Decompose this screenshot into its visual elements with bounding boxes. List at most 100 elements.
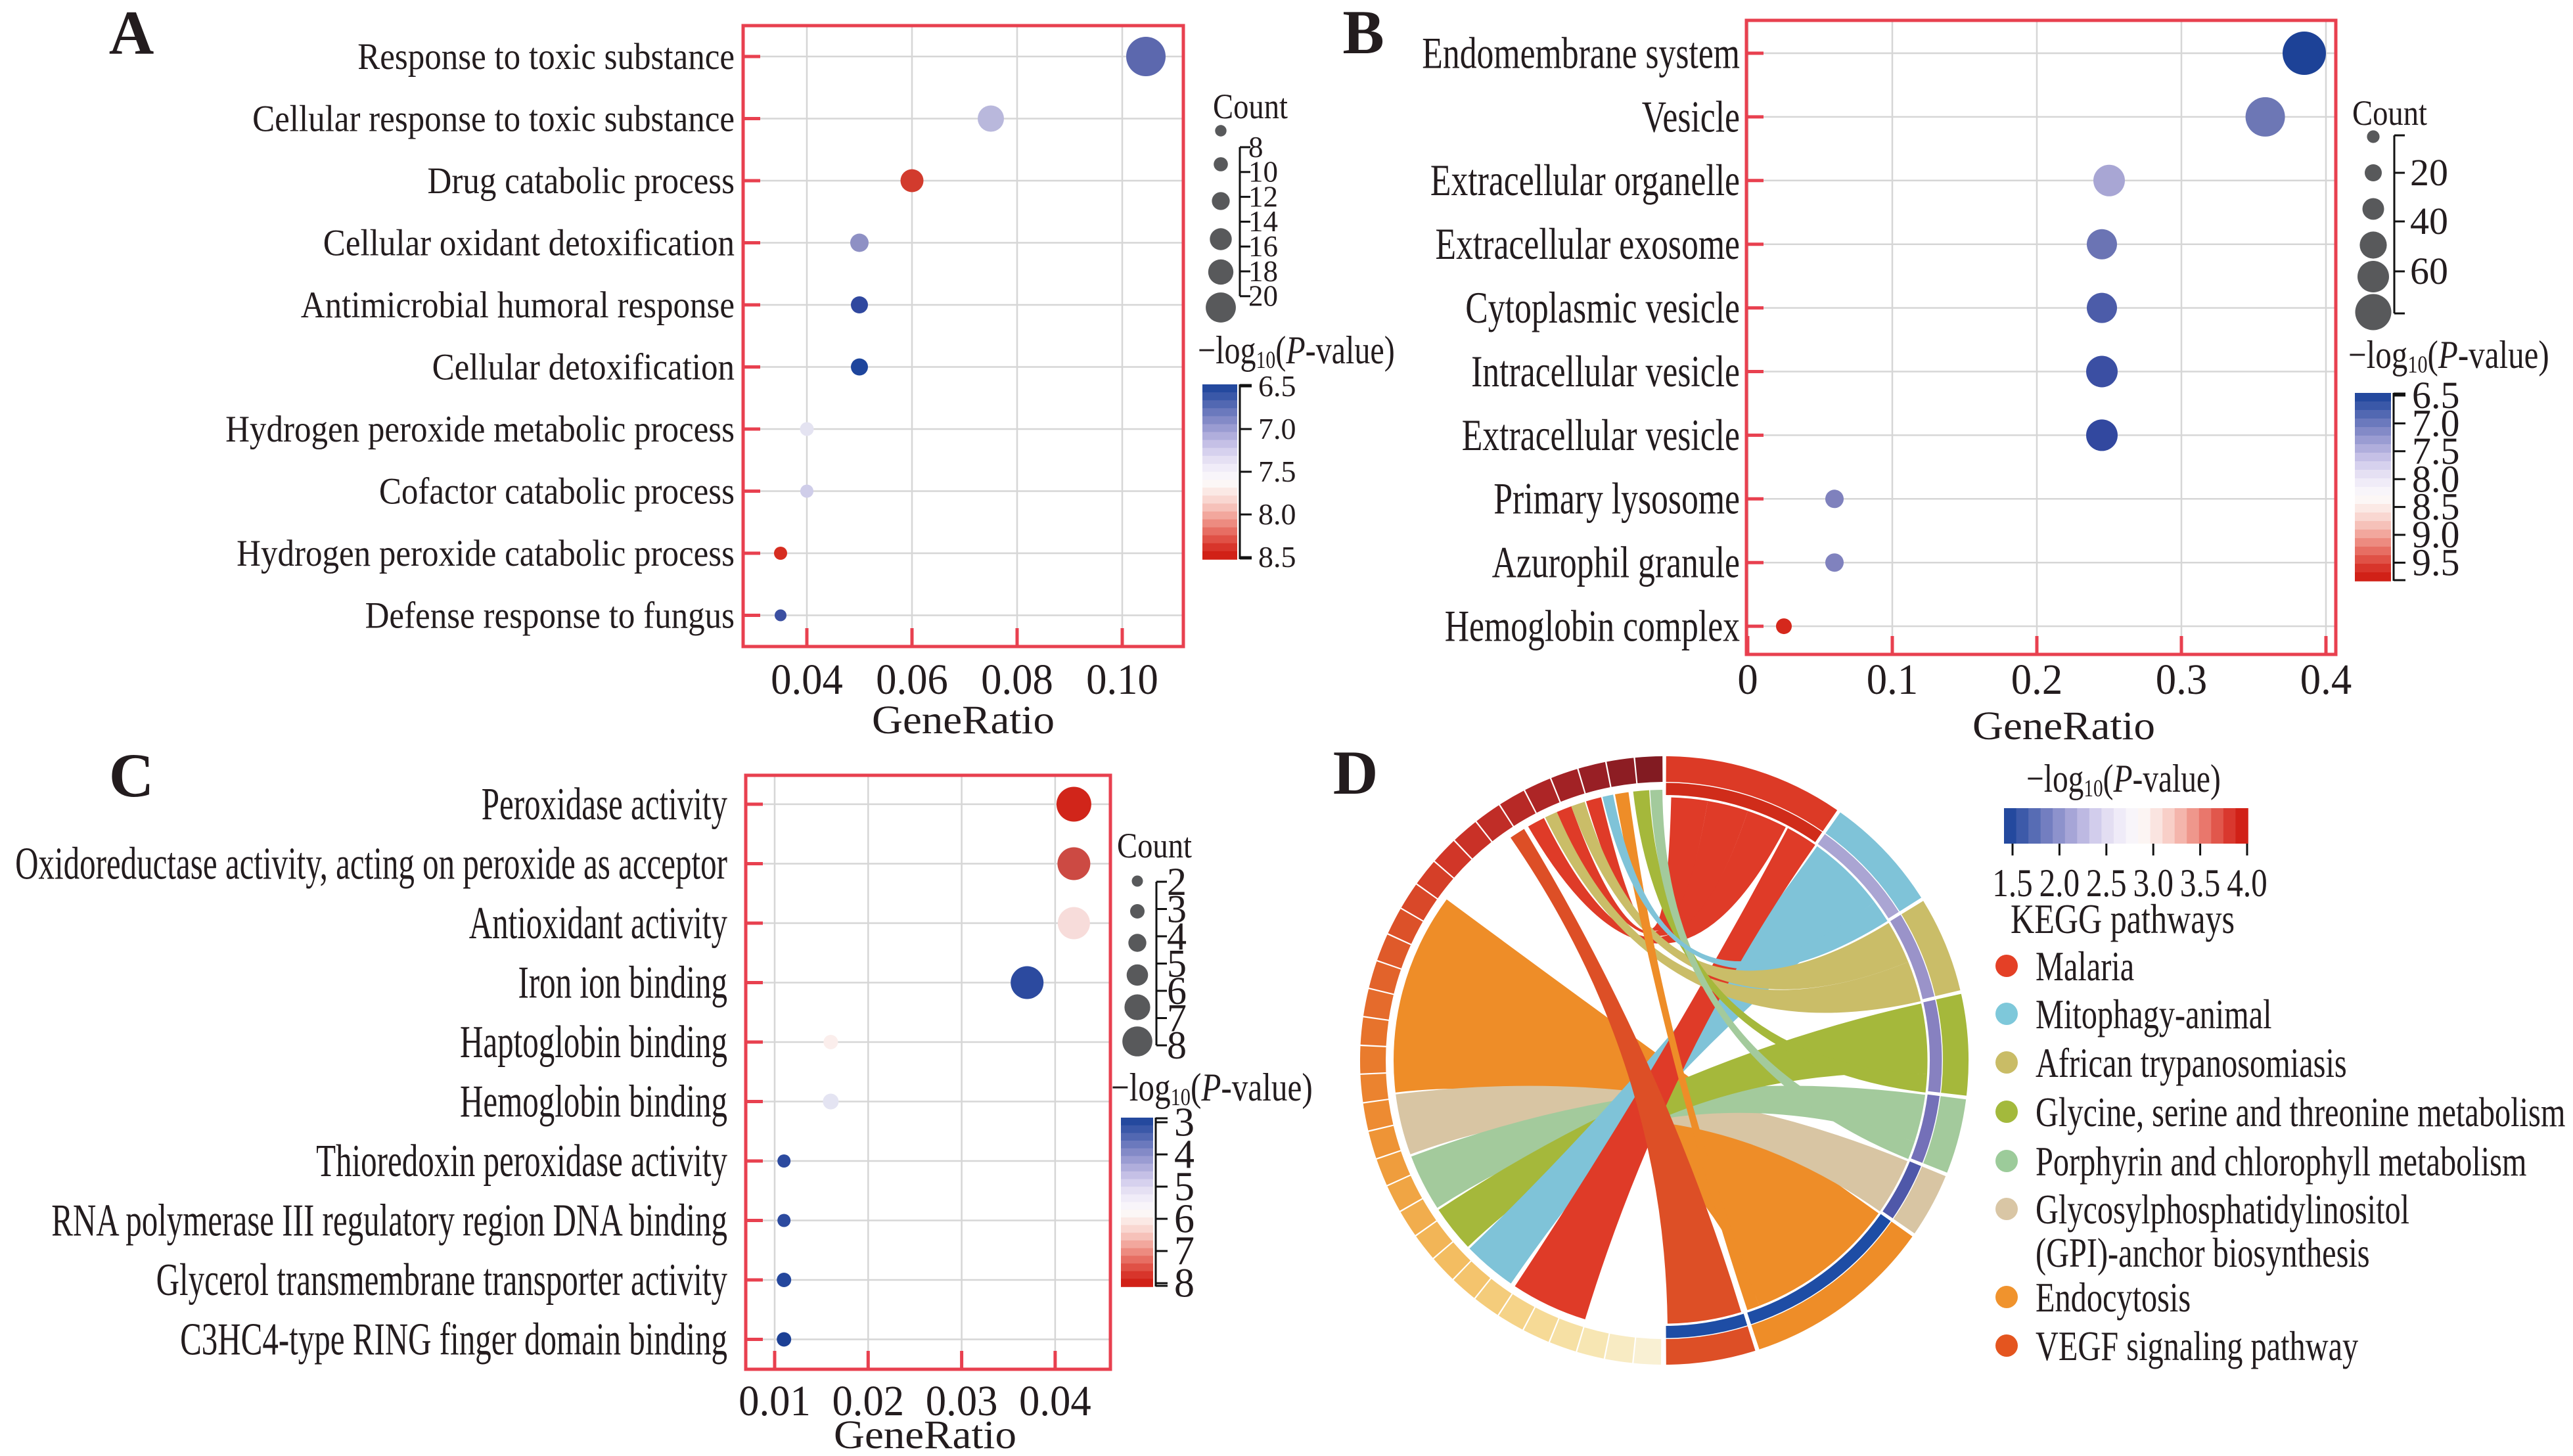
svg-text:0: 0 [1737, 656, 1758, 704]
svg-text:8: 8 [1167, 1024, 1187, 1067]
svg-text:10: 10 [1248, 156, 1278, 189]
svg-text:0.01: 0.01 [739, 1377, 811, 1425]
svg-text:7: 7 [1174, 1229, 1195, 1274]
svg-text:−log10(P-value): −log10(P-value) [2348, 332, 2549, 378]
svg-text:20: 20 [1248, 280, 1278, 313]
svg-text:Cellular detoxification: Cellular detoxification [432, 346, 735, 388]
svg-text:Count: Count [1213, 87, 1288, 126]
svg-text:2.0: 2.0 [2039, 861, 2080, 905]
svg-text:Count: Count [2352, 93, 2427, 133]
svg-text:Response to toxic substance: Response to toxic substance [357, 36, 735, 78]
svg-text:20: 20 [2410, 151, 2448, 194]
svg-text:6: 6 [1174, 1197, 1195, 1242]
svg-text:Extracellular organelle: Extracellular organelle [1430, 155, 1740, 205]
svg-text:Azurophil granule: Azurophil granule [1492, 537, 1740, 587]
svg-text:Extracellular exosome: Extracellular exosome [1436, 219, 1741, 269]
svg-text:Thioredoxin peroxidase activit: Thioredoxin peroxidase activity [316, 1136, 727, 1187]
svg-text:5: 5 [1167, 942, 1187, 985]
svg-text:8.5: 8.5 [2412, 486, 2460, 528]
svg-text:2.5: 2.5 [2086, 861, 2127, 905]
svg-text:6.5: 6.5 [2412, 374, 2460, 417]
svg-text:C3HC4-type RING finger domain: C3HC4-type RING finger domain binding [180, 1315, 727, 1365]
svg-text:Cellular oxidant detoxificatio: Cellular oxidant detoxification [323, 222, 735, 263]
svg-text:18: 18 [1248, 255, 1278, 288]
svg-text:16: 16 [1248, 230, 1278, 263]
svg-text:1.5: 1.5 [1992, 861, 2033, 905]
svg-text:3.0: 3.0 [2133, 861, 2174, 905]
svg-text:0.06: 0.06 [876, 656, 948, 704]
svg-text:Malaria: Malaria [2036, 943, 2134, 990]
svg-text:(GPI)-anchor biosynthesis: (GPI)-anchor biosynthesis [2036, 1229, 2370, 1276]
svg-text:GeneRatio: GeneRatio [872, 698, 1055, 742]
svg-text:RNA polymerase III regulatory: RNA polymerase III regulatory region DNA… [51, 1196, 727, 1246]
svg-text:Glycosylphosphatidylinositol: Glycosylphosphatidylinositol [2036, 1186, 2409, 1233]
svg-text:8: 8 [1248, 131, 1264, 164]
svg-text:4.0: 4.0 [2227, 861, 2267, 905]
svg-text:C: C [109, 740, 154, 810]
svg-text:8: 8 [1174, 1262, 1195, 1306]
svg-text:Iron ion binding: Iron ion binding [518, 958, 728, 1009]
svg-text:Primary lysosome: Primary lysosome [1493, 474, 1740, 524]
svg-text:0.02: 0.02 [832, 1377, 904, 1425]
svg-text:12: 12 [1248, 181, 1278, 214]
svg-text:−log10(P-value): −log10(P-value) [1198, 329, 1395, 374]
svg-text:GeneRatio: GeneRatio [834, 1413, 1016, 1456]
svg-text:0.3: 0.3 [2156, 656, 2207, 704]
svg-text:Peroxidase activity: Peroxidase activity [482, 779, 727, 830]
svg-text:KEGG pathways: KEGG pathways [2011, 896, 2235, 942]
svg-text:0.03: 0.03 [926, 1377, 998, 1425]
svg-text:40: 40 [2410, 200, 2448, 242]
svg-text:Vesicle: Vesicle [1642, 91, 1740, 141]
svg-text:Intracellular vesicle: Intracellular vesicle [1471, 346, 1740, 396]
svg-text:Endomembrane system: Endomembrane system [1422, 28, 1740, 78]
svg-text:8.5: 8.5 [1258, 540, 1296, 574]
svg-text:Defense response to fungus: Defense response to fungus [365, 595, 735, 636]
svg-text:0.08: 0.08 [981, 656, 1053, 704]
svg-text:3: 3 [1167, 887, 1187, 930]
svg-text:GeneRatio: GeneRatio [1972, 704, 2155, 748]
svg-text:7.5: 7.5 [1258, 455, 1296, 488]
svg-text:0.10: 0.10 [1086, 656, 1158, 704]
svg-text:0.04: 0.04 [771, 656, 843, 704]
svg-text:Porphyrin and chlorophyll meta: Porphyrin and chlorophyll metabolism [2036, 1138, 2527, 1185]
svg-text:A: A [109, 0, 154, 68]
svg-text:Endocytosis: Endocytosis [2036, 1274, 2191, 1321]
svg-text:4: 4 [1167, 915, 1187, 958]
svg-text:Glycerol transmembrane transpo: Glycerol transmembrane transporter activ… [156, 1255, 727, 1306]
svg-text:2: 2 [1167, 860, 1187, 903]
svg-text:VEGF signaling pathway: VEGF signaling pathway [2036, 1323, 2358, 1369]
svg-text:Hydrogen peroxide catabolic pr: Hydrogen peroxide catabolic process [237, 533, 735, 574]
svg-text:Hydrogen peroxide metabolic pr: Hydrogen peroxide metabolic process [225, 409, 735, 450]
svg-text:3: 3 [1174, 1101, 1195, 1145]
svg-text:7.0: 7.0 [1258, 412, 1296, 445]
svg-text:0.4: 0.4 [2300, 656, 2352, 704]
svg-text:Antioxidant activity: Antioxidant activity [469, 898, 727, 949]
svg-text:Glycine, serine and threonine: Glycine, serine and threonine metabolism [2036, 1089, 2565, 1135]
svg-text:6: 6 [1167, 969, 1187, 1012]
svg-text:9.5: 9.5 [2412, 541, 2460, 584]
svg-text:Mitophagy-animal: Mitophagy-animal [2036, 991, 2272, 1037]
svg-text:3.5: 3.5 [2180, 861, 2221, 905]
svg-text:D: D [1333, 738, 1378, 808]
svg-text:6.5: 6.5 [1258, 369, 1296, 403]
svg-text:60: 60 [2410, 250, 2448, 292]
svg-text:Extracellular vesicle: Extracellular vesicle [1462, 410, 1740, 460]
svg-text:7.5: 7.5 [2412, 430, 2460, 472]
svg-text:Count: Count [1117, 826, 1192, 865]
svg-text:−log10(P-value): −log10(P-value) [2026, 757, 2221, 802]
svg-text:8.0: 8.0 [1258, 497, 1296, 531]
svg-text:7: 7 [1167, 996, 1187, 1039]
svg-text:9.0: 9.0 [2412, 513, 2460, 556]
svg-text:Cofactor catabolic process: Cofactor catabolic process [379, 470, 735, 512]
svg-text:0.1: 0.1 [1867, 656, 1918, 704]
svg-text:Haptoglobin binding: Haptoglobin binding [460, 1017, 727, 1068]
svg-text:0.2: 0.2 [2011, 656, 2062, 704]
svg-text:B: B [1342, 0, 1384, 67]
svg-text:−log10(P-value): −log10(P-value) [1111, 1065, 1313, 1110]
svg-text:Hemoglobin complex: Hemoglobin complex [1445, 601, 1740, 651]
svg-text:7.0: 7.0 [2412, 402, 2460, 445]
svg-text:Antimicrobial humoral response: Antimicrobial humoral response [301, 284, 735, 326]
svg-text:Cellular response to toxic sub: Cellular response to toxic substance [252, 98, 735, 139]
svg-text:0.04: 0.04 [1019, 1377, 1091, 1425]
svg-text:8.0: 8.0 [2412, 457, 2460, 500]
